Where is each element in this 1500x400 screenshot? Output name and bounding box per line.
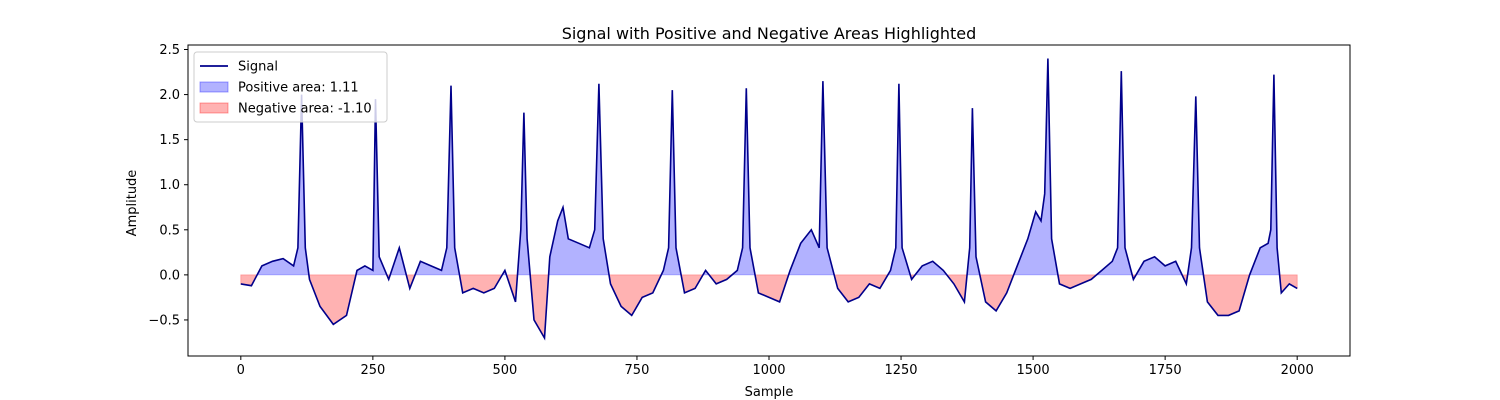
- x-tick-label: 1500: [1017, 363, 1050, 378]
- negative-area-fill: [240, 274, 1298, 340]
- negative-area-segment: [1202, 274, 1251, 316]
- y-tick-label: 1.0: [159, 178, 180, 193]
- legend-swatch-patch: [199, 81, 229, 93]
- x-tick-label: 500: [492, 363, 517, 378]
- y-axis-title: Amplitude: [125, 170, 140, 237]
- x-tick-label: 0: [237, 363, 245, 378]
- y-tick-label: 2.0: [159, 88, 180, 103]
- negative-area-segment: [979, 274, 1015, 312]
- legend-label: Signal: [238, 60, 278, 75]
- positive-area-segment: [355, 99, 388, 276]
- y-axis: −0.5 0.0 0.5 1.0 1.5 2.0 2.5: [148, 43, 188, 328]
- chart-title: Signal with Positive and Negative Areas …: [562, 24, 977, 43]
- legend-box: [193, 51, 388, 123]
- y-tick-label: 1.5: [159, 133, 180, 148]
- legend-swatch-patch: [199, 102, 229, 114]
- legend-label: Positive area: 1.11: [238, 81, 359, 96]
- positive-area-fill: [256, 58, 1281, 276]
- positive-area-segment: [1013, 58, 1059, 276]
- positive-area-segment: [1095, 71, 1133, 276]
- x-axis-title: Sample: [745, 385, 794, 400]
- signal-line: [240, 58, 1298, 341]
- x-tick-label: 2000: [1281, 363, 1314, 378]
- y-tick-label: −0.5: [148, 313, 180, 328]
- y-tick-label: 2.5: [159, 43, 180, 58]
- x-tick-label: 1250: [884, 363, 917, 378]
- x-tick-label: 1000: [752, 363, 785, 378]
- y-tick-label: 0.5: [159, 223, 180, 238]
- legend-label: Negative area: -1.10: [238, 102, 372, 117]
- x-axis: 0 250 500 750 1000 1250 1500 1750 2000: [237, 356, 1314, 378]
- x-tick-label: 250: [360, 363, 385, 378]
- legend: Signal Positive area: 1.11 Negative area: …: [193, 51, 388, 123]
- positive-area-segment: [1135, 256, 1183, 276]
- x-tick-label: 750: [625, 363, 650, 378]
- negative-area-segment: [459, 274, 504, 294]
- negative-area-segment: [308, 274, 357, 325]
- x-tick-label: 1750: [1149, 363, 1182, 378]
- y-tick-label: 0.0: [159, 268, 180, 283]
